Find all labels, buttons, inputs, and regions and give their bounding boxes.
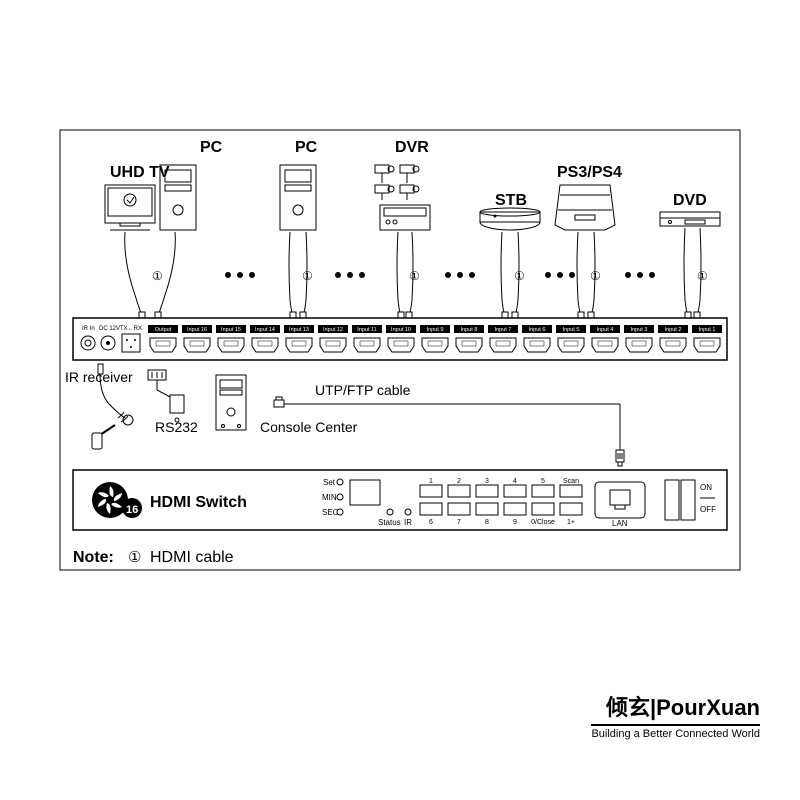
svg-text:Input 7: Input 7 xyxy=(495,327,512,333)
svg-text:OFF: OFF xyxy=(700,505,716,514)
pc-icon xyxy=(160,165,196,230)
brand-tagline: Building a Better Connected World xyxy=(591,728,760,740)
svg-text:①: ① xyxy=(409,269,420,283)
svg-text:DC 12V: DC 12V xyxy=(99,326,120,332)
note-text: HDMI cable xyxy=(150,549,234,566)
svg-text:Input 11: Input 11 xyxy=(357,327,376,333)
svg-text:1+: 1+ xyxy=(567,519,575,526)
svg-text:9: 9 xyxy=(513,519,517,526)
svg-text:Input 3: Input 3 xyxy=(631,327,648,333)
svg-text:5: 5 xyxy=(541,478,545,485)
svg-text:6: 6 xyxy=(429,519,433,526)
svg-text:Input 9: Input 9 xyxy=(427,327,444,333)
device-label: PS3/PS4 xyxy=(557,164,622,181)
svg-text:Scan: Scan xyxy=(563,478,579,485)
dvd-icon xyxy=(660,212,720,226)
svg-text:1: 1 xyxy=(429,478,433,485)
svg-text:MIN: MIN xyxy=(322,493,337,502)
svg-text:Input 6: Input 6 xyxy=(529,327,546,333)
svg-text:8: 8 xyxy=(485,519,489,526)
device-label: DVR xyxy=(395,139,429,156)
svg-text:Input 16: Input 16 xyxy=(187,327,207,333)
svg-text:4: 4 xyxy=(513,478,517,485)
ps-icon xyxy=(555,185,615,230)
svg-text:SEC: SEC xyxy=(322,508,339,517)
rs232-icon xyxy=(148,370,184,422)
rs232-label: RS232 xyxy=(155,419,198,435)
svg-text:Input 8: Input 8 xyxy=(461,327,478,333)
console-icon xyxy=(216,375,246,430)
svg-text:0/Close: 0/Close xyxy=(531,519,555,526)
brand-name: 倾玄|PourXuan xyxy=(591,690,760,726)
device-label: PC xyxy=(200,139,223,156)
svg-text:Input 4: Input 4 xyxy=(597,327,614,333)
cable-markers: ① ① ① ① ① ① xyxy=(152,269,708,283)
svg-text:IR: IR xyxy=(404,518,412,527)
brand-footer: 倾玄|PourXuan Building a Better Connected … xyxy=(591,690,760,740)
dvr-icon xyxy=(375,165,430,230)
stb-icon xyxy=(480,208,540,230)
svg-text:①: ① xyxy=(514,269,525,283)
svg-text:Input 10: Input 10 xyxy=(391,327,411,333)
uhdtv-icon xyxy=(105,185,155,230)
utp-label: UTP/FTP cable xyxy=(315,382,411,398)
switch-title: HDMI Switch xyxy=(150,494,247,511)
svg-text:2: 2 xyxy=(457,478,461,485)
svg-text:①: ① xyxy=(302,269,313,283)
svg-text:Input 13: Input 13 xyxy=(289,327,309,333)
svg-text:Input 15: Input 15 xyxy=(221,327,241,333)
svg-text:3: 3 xyxy=(485,478,489,485)
svg-text:Output: Output xyxy=(155,327,172,333)
svg-text:Input 14: Input 14 xyxy=(255,327,275,333)
console-label: Console Center xyxy=(260,419,358,435)
connection-diagram: UHD TV PC PC DVR STB PS3/PS4 DVD xyxy=(0,0,800,800)
svg-text:Input 2: Input 2 xyxy=(665,327,682,333)
svg-text:IR In: IR In xyxy=(82,326,95,332)
svg-text:Set: Set xyxy=(323,478,336,487)
svg-text:TX←RX: TX←RX xyxy=(120,326,142,332)
back-panel: IR In DC 12V TX←RX Output Input 16 Input 1… xyxy=(73,318,727,360)
svg-text:①: ① xyxy=(590,269,601,283)
note-prefix: Note: xyxy=(73,549,114,566)
svg-text:Input 12: Input 12 xyxy=(323,327,343,333)
svg-text:Status: Status xyxy=(378,518,401,527)
svg-text:16: 16 xyxy=(126,504,138,516)
svg-text:ON: ON xyxy=(700,483,712,492)
device-label: PC xyxy=(295,139,318,156)
svg-text:LAN: LAN xyxy=(612,519,628,528)
svg-text:7: 7 xyxy=(457,519,461,526)
device-label: DVD xyxy=(673,192,707,209)
note-marker: ① xyxy=(128,549,141,566)
device-label: UHD TV xyxy=(110,164,170,181)
svg-text:Input 1: Input 1 xyxy=(699,327,716,333)
device-label: STB xyxy=(495,192,527,209)
svg-text:Input 5: Input 5 xyxy=(563,327,580,333)
front-panel: 16 HDMI Switch Set MIN SEC Status IR 162… xyxy=(73,470,727,530)
svg-text:①: ① xyxy=(697,269,708,283)
pc-icon xyxy=(280,165,316,230)
svg-text:①: ① xyxy=(152,269,163,283)
